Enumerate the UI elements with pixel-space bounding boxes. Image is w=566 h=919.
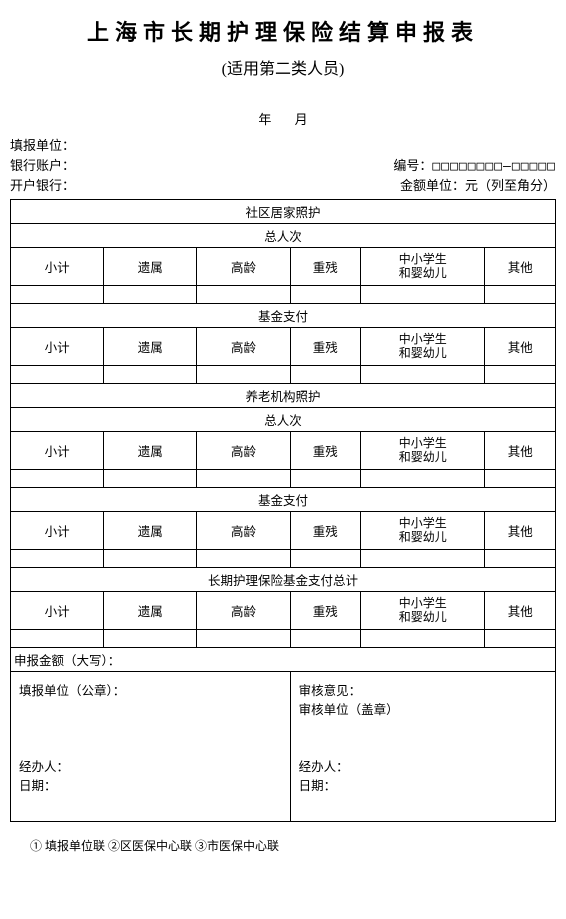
col-disabled: 重残 — [290, 247, 360, 285]
col-subtotal: 小计 — [11, 511, 104, 549]
col-other: 其他 — [485, 511, 556, 549]
col-students: 中小学生和婴幼儿 — [361, 327, 485, 365]
sub-fund-header-1: 基金支付 — [11, 303, 556, 327]
serial-label: 编号： — [393, 158, 432, 173]
month-label: 月 — [295, 112, 308, 127]
col-survivor: 遗属 — [104, 247, 197, 285]
form-subtitle: (适用第二类人员) — [10, 55, 556, 79]
section3-header: 长期护理保险基金支付总计 — [11, 567, 556, 591]
col-disabled: 重残 — [290, 431, 360, 469]
col-other: 其他 — [485, 431, 556, 469]
col-subtotal: 小计 — [11, 431, 104, 469]
table-row[interactable] — [11, 365, 556, 383]
section1-header: 社区居家照护 — [11, 199, 556, 223]
footer-copies: ① 填报单位联 ②区医保中心联 ③市医保中心联 — [10, 837, 556, 854]
col-students: 中小学生和婴幼儿 — [361, 511, 485, 549]
col-subtotal: 小计 — [11, 591, 104, 629]
amount-unit-label: 金额单位：元（列至角分） — [283, 176, 556, 196]
col-other: 其他 — [485, 247, 556, 285]
col-subtotal: 小计 — [11, 247, 104, 285]
form-title: 上海市长期护理保险结算申报表 — [10, 15, 556, 47]
col-elderly: 高龄 — [197, 511, 290, 549]
filing-signature-box: 填报单位（公章）： 经办人： 日期： — [11, 671, 291, 821]
opening-bank-label: 开户银行： — [10, 176, 283, 196]
review-signature-box: 审核意见： 审核单位（盖章） 经办人： 日期： — [290, 671, 555, 821]
col-elderly: 高龄 — [197, 247, 290, 285]
col-survivor: 遗属 — [104, 431, 197, 469]
review-handler-label: 经办人： — [299, 758, 349, 777]
col-other: 其他 — [485, 591, 556, 629]
header-info: 填报单位： 银行账户： 编号：□□□□□□□□—□□□□□ 开户银行： 金额单位… — [10, 136, 556, 196]
col-disabled: 重残 — [290, 327, 360, 365]
col-survivor: 遗属 — [104, 591, 197, 629]
table-row[interactable] — [11, 629, 556, 647]
review-opinion-label: 审核意见： — [299, 680, 547, 699]
filing-unit-label: 填报单位： — [10, 136, 556, 156]
date-line: 年 月 — [10, 109, 556, 128]
col-students: 中小学生和婴幼儿 — [361, 247, 485, 285]
col-elderly: 高龄 — [197, 591, 290, 629]
sub-people-header-2: 总人次 — [11, 407, 556, 431]
section2-header: 养老机构照护 — [11, 383, 556, 407]
col-disabled: 重残 — [290, 511, 360, 549]
table-row[interactable] — [11, 285, 556, 303]
col-students: 中小学生和婴幼儿 — [361, 591, 485, 629]
col-other: 其他 — [485, 327, 556, 365]
sub-people-header-1: 总人次 — [11, 223, 556, 247]
serial-placeholder: □□□□□□□□—□□□□□ — [432, 159, 556, 174]
filing-handler-label: 经办人： — [19, 758, 69, 777]
table-row[interactable] — [11, 469, 556, 487]
col-survivor: 遗属 — [104, 511, 197, 549]
table-row[interactable] — [11, 549, 556, 567]
year-label: 年 — [258, 112, 271, 127]
review-unit-seal-label: 审核单位（盖章） — [299, 699, 547, 718]
col-subtotal: 小计 — [11, 327, 104, 365]
bank-account-label: 银行账户： — [10, 156, 283, 177]
main-table: 社区居家照护 总人次 小计 遗属 高龄 重残 中小学生和婴幼儿 其他 基金支付 … — [10, 199, 556, 822]
col-survivor: 遗属 — [104, 327, 197, 365]
filing-date-label: 日期： — [19, 777, 69, 796]
col-students: 中小学生和婴幼儿 — [361, 431, 485, 469]
col-disabled: 重残 — [290, 591, 360, 629]
filing-unit-seal-label: 填报单位（公章）： — [19, 680, 282, 699]
amount-written-label: 申报金额（大写）： — [11, 647, 556, 671]
review-date-label: 日期： — [299, 777, 349, 796]
sub-fund-header-2: 基金支付 — [11, 487, 556, 511]
col-elderly: 高龄 — [197, 431, 290, 469]
col-elderly: 高龄 — [197, 327, 290, 365]
